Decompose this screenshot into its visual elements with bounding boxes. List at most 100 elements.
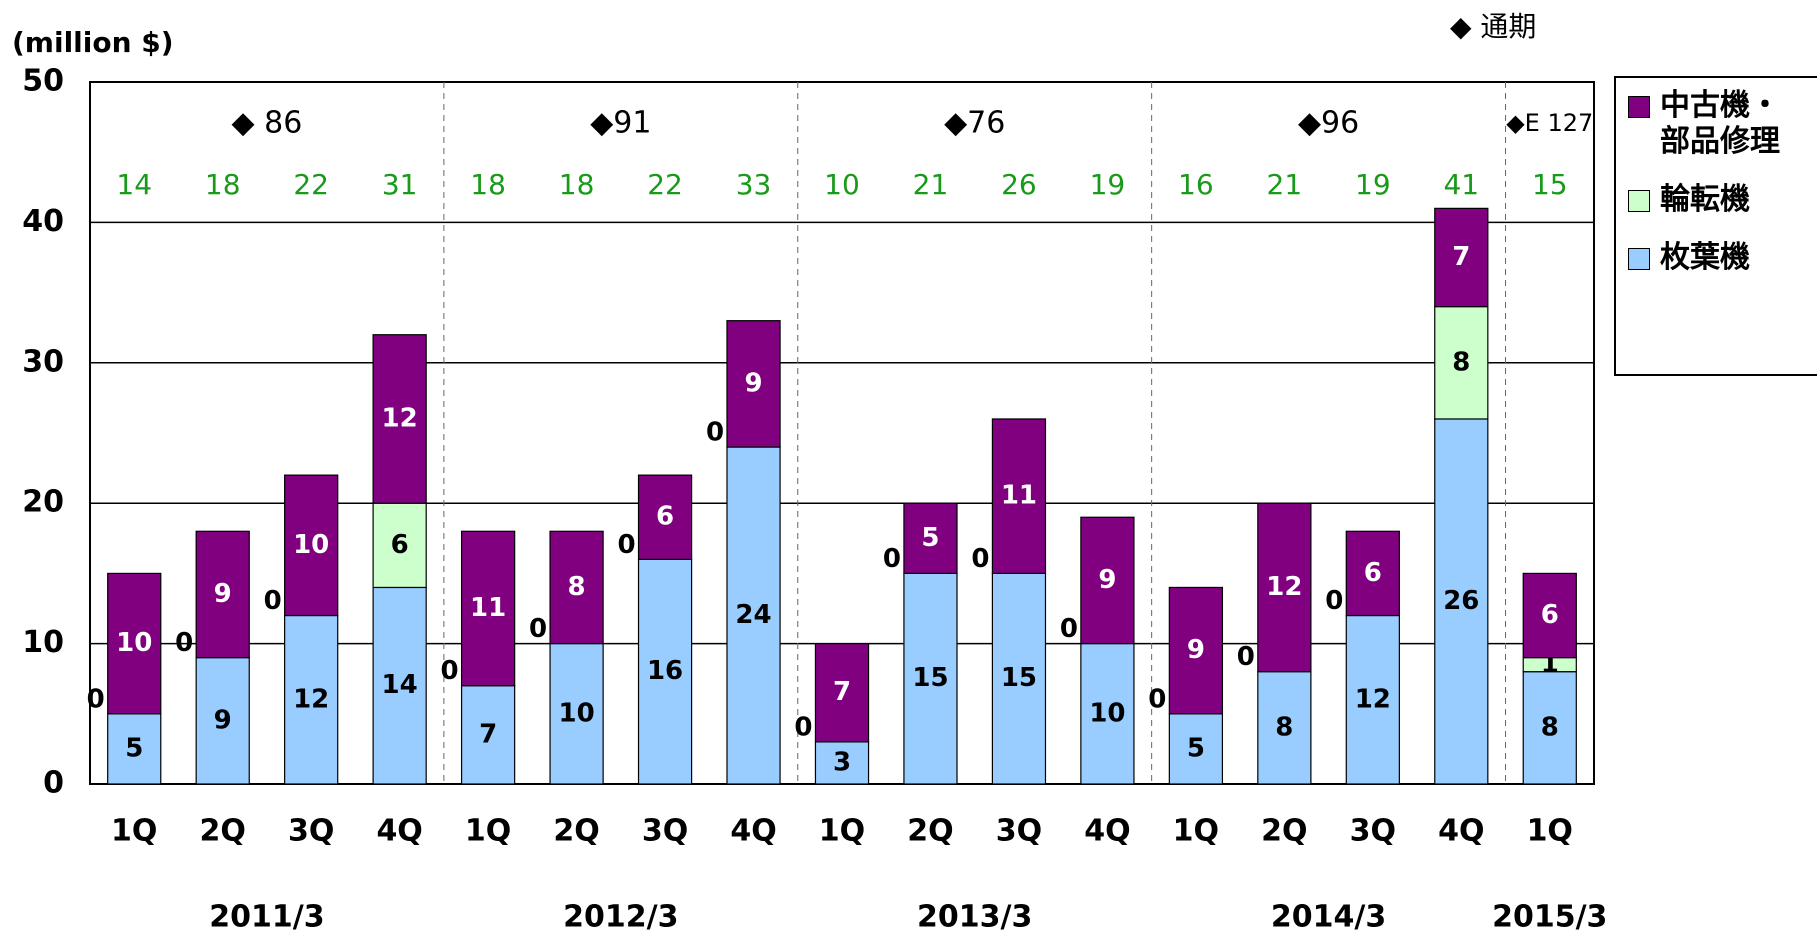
bar-segment <box>991 572 1047 785</box>
quarter-total: 21 <box>913 168 949 201</box>
quarter-total: 26 <box>1001 168 1037 201</box>
quarter-total: 31 <box>382 168 418 201</box>
x-tick-label: 1Q <box>1173 814 1219 849</box>
data-label: 6 <box>1541 600 1559 630</box>
group-label: 2014/3 <box>1271 900 1386 935</box>
bar-segment <box>460 685 516 785</box>
quarter-total: 14 <box>116 168 152 201</box>
annual-label: ◆E 127 <box>1506 109 1593 137</box>
data-label: 9 <box>214 705 232 735</box>
data-label: 0 <box>971 544 989 574</box>
data-label: 11 <box>470 593 506 623</box>
bar-segment <box>726 320 781 448</box>
data-label: 9 <box>744 368 762 398</box>
data-label: 0 <box>529 614 547 644</box>
bar-segment <box>1345 530 1400 617</box>
annual-label: ◆76 <box>944 106 1005 141</box>
data-label: 0 <box>794 712 812 742</box>
bar-segment <box>284 474 339 617</box>
quarter-total: 41 <box>1443 168 1479 201</box>
x-tick-label: 3Q <box>642 814 688 849</box>
legend-item: 中古機・部品修理 <box>1628 88 1817 160</box>
legend-item: 輪転機 <box>1628 182 1817 218</box>
quarter-total: 21 <box>1267 168 1303 201</box>
data-label: 10 <box>116 628 152 658</box>
data-label: 9 <box>214 579 232 609</box>
bar-segment <box>1345 614 1400 785</box>
quarter-total: 16 <box>1178 168 1214 201</box>
x-tick-label: 2Q <box>200 814 246 849</box>
data-label: 12 <box>1355 684 1391 714</box>
quarter-total: 15 <box>1532 168 1568 201</box>
x-tick-label: 4Q <box>1438 814 1484 849</box>
y-tick-label: 20 <box>22 485 64 520</box>
quarter-total: 19 <box>1090 168 1126 201</box>
data-label: 12 <box>382 403 418 433</box>
y-tick-label: 40 <box>22 204 64 239</box>
y-tick-label: 10 <box>22 625 64 660</box>
data-label: 0 <box>1237 642 1255 672</box>
data-label: 7 <box>479 719 497 749</box>
data-label: 14 <box>382 670 418 700</box>
bar-segment <box>460 530 516 687</box>
bar-segment <box>195 530 250 659</box>
quarter-total: 18 <box>559 168 595 201</box>
bar-segment <box>1257 502 1312 673</box>
data-label: 0 <box>1060 614 1078 644</box>
data-label: 10 <box>558 698 594 728</box>
data-label: 12 <box>293 684 329 714</box>
data-label: 6 <box>391 530 409 560</box>
bar-segment <box>107 572 162 715</box>
bar-segment <box>1434 306 1489 420</box>
x-tick-label: 3Q <box>996 814 1042 849</box>
quarter-total: 18 <box>470 168 506 201</box>
bar-segment <box>991 418 1047 574</box>
data-label: 0 <box>441 656 459 686</box>
quarter-total: 18 <box>205 168 241 201</box>
data-label: 6 <box>1364 558 1382 588</box>
annual-label: ◆ 86 <box>232 106 303 141</box>
data-label: 5 <box>921 523 939 553</box>
legend-swatch <box>1628 96 1650 118</box>
bar-segment <box>1168 586 1224 715</box>
x-tick-label: 3Q <box>288 814 334 849</box>
x-tick-label: 1Q <box>465 814 511 849</box>
data-label: 0 <box>264 586 282 616</box>
data-label: 9 <box>1098 565 1116 595</box>
data-label: 15 <box>1001 663 1037 693</box>
bar-segment <box>814 741 870 785</box>
x-tick-label: 1Q <box>819 814 865 849</box>
quarter-total: 33 <box>736 168 772 201</box>
legend-note: ◆ 通期 <box>1450 10 1536 43</box>
quarter-total: 22 <box>293 168 329 201</box>
bar-segment <box>814 642 870 743</box>
group-label: 2015/3 <box>1492 900 1607 935</box>
data-label: 3 <box>833 747 851 777</box>
data-label: 11 <box>1001 481 1037 511</box>
bar-segment <box>637 558 693 785</box>
x-tick-label: 4Q <box>376 814 422 849</box>
bar-segment <box>1522 572 1577 659</box>
data-label: 0 <box>883 544 901 574</box>
x-tick-label: 2Q <box>553 814 599 849</box>
data-label: 8 <box>568 572 586 602</box>
x-tick-label: 2Q <box>1261 814 1307 849</box>
annual-label: ◆96 <box>1298 106 1359 141</box>
quarter-total: 19 <box>1355 168 1391 201</box>
group-label: 2013/3 <box>917 900 1032 935</box>
y-axis-label: (million $) <box>12 26 174 59</box>
data-label: 8 <box>1541 712 1559 742</box>
bar-segment <box>1257 671 1312 785</box>
data-label: 0 <box>617 530 635 560</box>
bar-segment <box>195 657 250 785</box>
bar-segment <box>726 446 781 785</box>
data-label: 16 <box>647 656 683 686</box>
data-label: 7 <box>833 677 851 707</box>
x-tick-label: 1Q <box>1527 814 1573 849</box>
bar-segment <box>637 474 693 560</box>
data-label: 15 <box>912 663 948 693</box>
data-label: 6 <box>656 502 674 532</box>
group-label: 2012/3 <box>563 900 678 935</box>
